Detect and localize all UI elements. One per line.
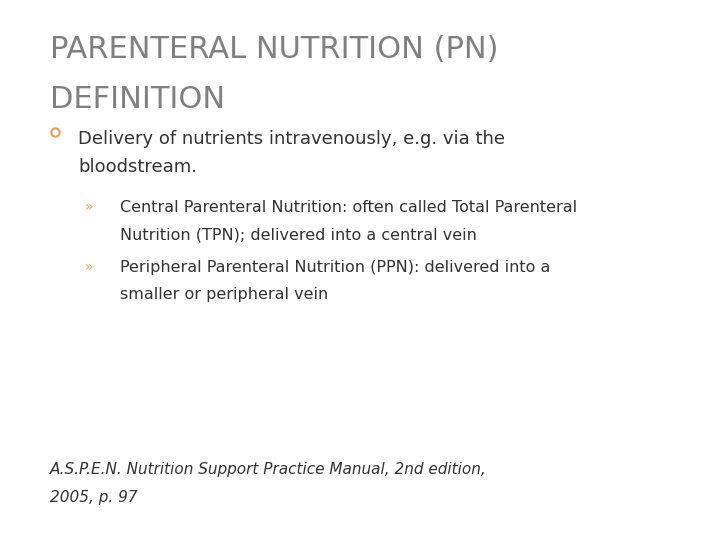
Text: A.S.P.E.N. Nutrition Support Practice Manual, 2nd edition,: A.S.P.E.N. Nutrition Support Practice Ma… [50,462,487,477]
Text: PARENTERAL NUTRITION (PN): PARENTERAL NUTRITION (PN) [50,35,498,64]
Text: »: » [85,260,94,274]
Text: Nutrition (TPN); delivered into a central vein: Nutrition (TPN); delivered into a centra… [120,227,477,242]
Text: Peripheral Parenteral Nutrition (PPN): delivered into a: Peripheral Parenteral Nutrition (PPN): d… [120,260,550,275]
Text: Delivery of nutrients intravenously, e.g. via the: Delivery of nutrients intravenously, e.g… [78,130,505,148]
Text: 2005, p. 97: 2005, p. 97 [50,490,138,505]
Text: bloodstream.: bloodstream. [78,158,197,176]
Text: smaller or peripheral vein: smaller or peripheral vein [120,287,328,302]
Text: »: » [85,200,94,214]
Text: Central Parenteral Nutrition: often called Total Parenteral: Central Parenteral Nutrition: often call… [120,200,577,215]
Text: DEFINITION: DEFINITION [50,85,225,114]
